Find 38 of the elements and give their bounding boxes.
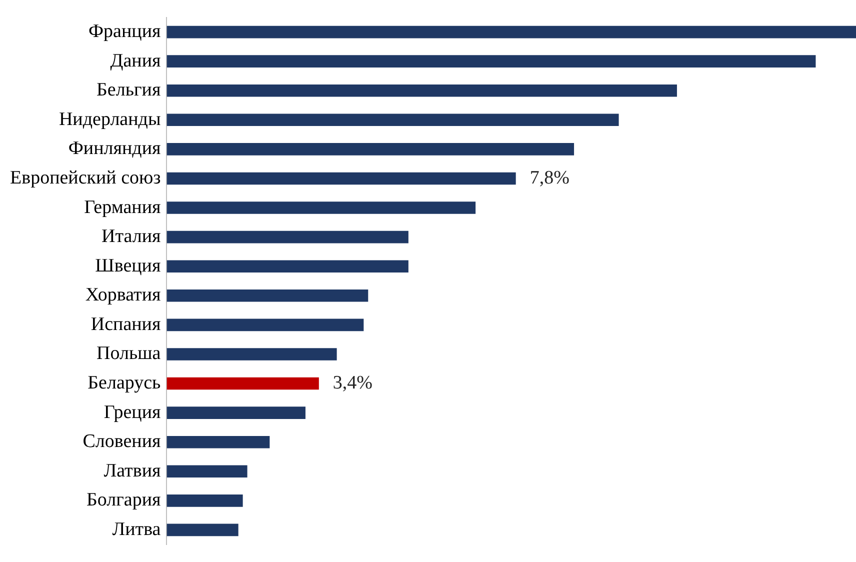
y-tick-label: Беларусь	[88, 372, 162, 394]
y-tick-label: Нидерланды	[58, 108, 161, 130]
y-tick-label: Испания	[90, 314, 161, 335]
y-tick-label: Болгария	[86, 490, 161, 511]
bar	[166, 172, 516, 185]
bar	[166, 202, 476, 214]
y-tick-label: Франция	[88, 21, 161, 42]
y-tick-label: Хорватия	[85, 284, 161, 306]
y-tick-label: Литва	[112, 518, 162, 540]
bar	[166, 436, 270, 448]
bar	[166, 465, 248, 478]
y-tick-label: Финляндия	[68, 138, 161, 160]
bar	[166, 377, 319, 390]
bar	[166, 260, 408, 273]
data-label: 3,4%	[332, 372, 373, 394]
y-tick-label: Швеция	[95, 255, 161, 276]
bar	[166, 230, 408, 244]
bar	[166, 406, 306, 419]
y-tick-label: Польша	[96, 343, 162, 364]
bar	[166, 289, 368, 302]
bar	[166, 524, 238, 536]
bar	[166, 55, 816, 68]
y-tick-label: Германия	[84, 196, 161, 218]
y-tick-label: Европейский союз	[10, 167, 161, 188]
y-tick-label: Италия	[101, 226, 161, 248]
bar	[166, 494, 243, 507]
bar	[166, 26, 856, 38]
bar	[166, 84, 677, 97]
y-tick-label: Латвия	[104, 460, 161, 482]
bar	[166, 114, 619, 126]
bar	[166, 143, 574, 156]
bar	[166, 318, 364, 332]
y-tick-label: Дания	[110, 50, 161, 72]
data-label: 7,8%	[530, 167, 570, 188]
y-tick-label: Бельгия	[96, 80, 161, 101]
y-tick-label: Греция	[104, 402, 161, 423]
bar	[166, 348, 337, 360]
y-tick-label: Словения	[82, 431, 161, 452]
